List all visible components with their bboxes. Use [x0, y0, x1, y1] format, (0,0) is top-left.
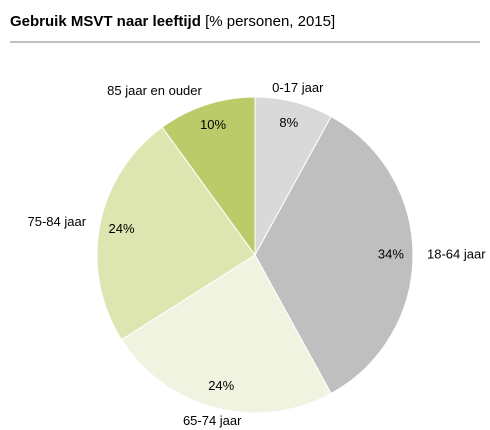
chart-title-line: Gebruik MSVT naar leeftijd [% personen, …: [10, 13, 335, 30]
value-label: 34%: [378, 246, 404, 261]
category-label: 0-17 jaar: [272, 80, 324, 95]
pie-slice: [161, 96, 256, 257]
pie-slice: [254, 115, 414, 395]
category-label: 65-74 jaar: [183, 413, 242, 428]
value-label: 24%: [109, 221, 135, 236]
pie-slice: [96, 126, 256, 341]
category-label: 75-84 jaar: [27, 214, 86, 229]
value-label: 8%: [279, 115, 298, 130]
value-label: 24%: [208, 378, 234, 393]
category-label: 18-64 jaar: [427, 246, 486, 261]
value-label: 10%: [200, 117, 226, 132]
pie-slice: [120, 254, 332, 414]
chart-subtitle: [% personen, 2015]: [205, 13, 335, 30]
chart-title: Gebruik MSVT naar leeftijd: [10, 13, 201, 30]
category-label: 85 jaar en ouder: [107, 83, 202, 98]
